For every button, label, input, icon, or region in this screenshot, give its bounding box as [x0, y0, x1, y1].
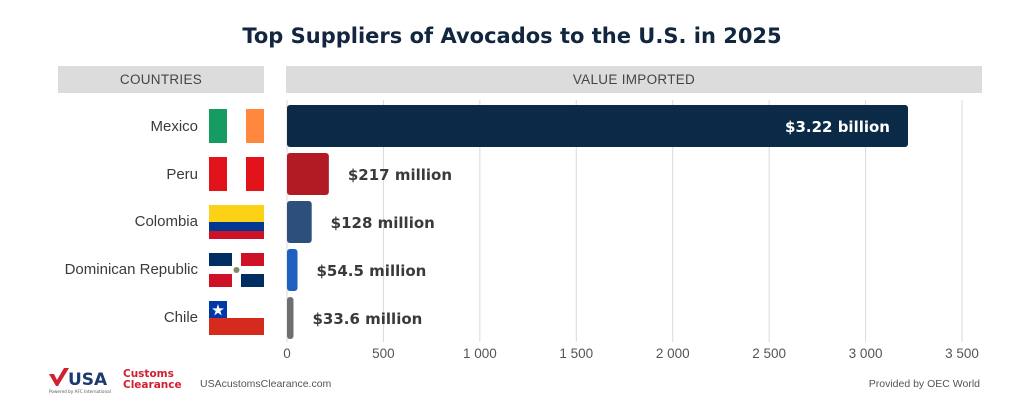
bar-chile [287, 297, 294, 339]
logo-customs-text: Customs [123, 368, 174, 380]
country-label-colombia: Colombia [134, 213, 198, 230]
site-url: USAcustomsClearance.com [200, 378, 332, 390]
value-label-chile: $33.6 million [312, 310, 422, 328]
x-tick-label: 3 000 [849, 346, 883, 361]
value-label-peru: $217 million [348, 166, 452, 184]
bar-peru [287, 153, 329, 195]
country-label-dominican-republic: Dominican Republic [64, 261, 198, 278]
usa-customs-clearance-logo: USA Customs Clearance Powered by AFC Int… [49, 368, 182, 394]
bar-colombia [287, 201, 312, 243]
dominican-republic-flag-icon [209, 253, 264, 287]
country-label-peru: Peru [166, 166, 198, 183]
x-tick-label: 500 [372, 346, 395, 361]
chile-flag-icon [209, 301, 264, 335]
logo-clearance-text: Clearance [123, 379, 182, 391]
x-tick-label: 2 500 [752, 346, 786, 361]
x-tick-label: 0 [283, 346, 291, 361]
chart-title: Top Suppliers of Avocados to the U.S. in… [242, 24, 782, 48]
x-tick-label: 1 000 [463, 346, 497, 361]
value-label-colombia: $128 million [331, 214, 435, 232]
peru-flag-icon [209, 157, 264, 191]
bar-dominican-republic [287, 249, 298, 291]
country-label-chile: Chile [163, 309, 198, 326]
logo-tagline: Powered by AFC International [49, 389, 111, 394]
x-tick-label: 3 500 [945, 346, 979, 361]
value-label-dominican-republic: $54.5 million [317, 262, 427, 280]
colombia-flag-icon [209, 205, 264, 239]
value-imported-header: VALUE IMPORTED [286, 66, 982, 93]
mexico-flag-icon [209, 109, 264, 143]
x-tick-label: 2 000 [656, 346, 690, 361]
source-credit: Provided by OEC World [868, 378, 980, 390]
logo-usa-text: USA [68, 370, 108, 390]
x-tick-label: 1 500 [559, 346, 593, 361]
country-label-mexico: Mexico [150, 118, 198, 135]
countries-header: COUNTRIES [58, 66, 264, 93]
bar-mexico [287, 105, 908, 147]
value-label-mexico: $3.22 billion [785, 118, 890, 136]
